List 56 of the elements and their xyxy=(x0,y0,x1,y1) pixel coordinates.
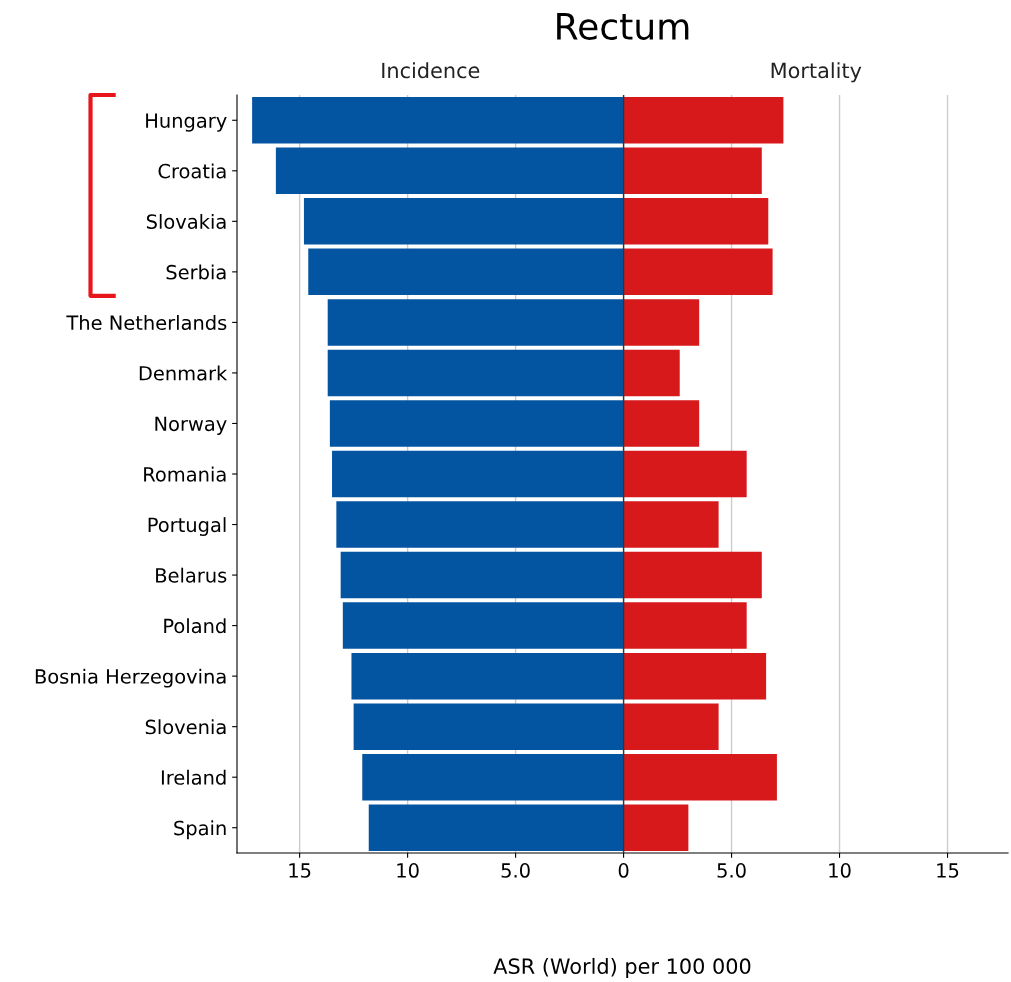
x-tick-label: 5.0 xyxy=(501,863,530,878)
y-tick-label: Belarus xyxy=(156,567,227,583)
y-tick-label: Slovakia xyxy=(146,213,226,229)
x-tick-label: 15 xyxy=(937,863,959,878)
bar xyxy=(342,602,624,649)
bar xyxy=(623,198,769,245)
bar xyxy=(623,450,747,498)
bar xyxy=(623,753,777,801)
y-tick-label: Norway xyxy=(155,416,227,435)
bar xyxy=(329,400,624,447)
bar xyxy=(332,450,624,498)
bar xyxy=(308,248,624,296)
y-tick-label: Slovenia xyxy=(145,719,226,735)
y-tick-label: Ireland xyxy=(161,769,226,785)
y-tick-label: Poland xyxy=(164,618,226,634)
bar xyxy=(623,400,700,447)
bar xyxy=(340,551,624,599)
bar xyxy=(623,147,762,195)
bar xyxy=(368,804,624,851)
y-tick-label: Hungary xyxy=(146,113,227,132)
bar xyxy=(351,652,624,700)
bar xyxy=(623,299,700,346)
bar xyxy=(623,97,784,144)
y-tick-label: Croatia xyxy=(158,163,226,179)
y-tick-label: Spain xyxy=(174,820,226,840)
x-axis-title: ASR (World) per 100 000 xyxy=(493,957,751,979)
bar xyxy=(327,299,624,346)
bar xyxy=(623,551,762,599)
y-tick-label: Romania xyxy=(144,466,226,482)
bar xyxy=(327,349,624,397)
bar xyxy=(623,602,747,649)
x-tick-label: 5.0 xyxy=(717,863,746,878)
series-label: Mortality xyxy=(771,62,862,83)
y-tick-label: Bosnia Herzegovina xyxy=(35,668,226,688)
bar xyxy=(336,501,624,548)
x-tick-label: 0 xyxy=(618,863,629,878)
bar xyxy=(623,652,767,700)
x-tick-label: 10 xyxy=(397,863,419,878)
bar xyxy=(623,349,680,397)
bar xyxy=(275,147,624,195)
bar xyxy=(353,703,624,750)
bar xyxy=(303,198,624,245)
chart-title: Rectum xyxy=(557,13,689,40)
y-tick-label: Denmark xyxy=(139,365,228,381)
bar xyxy=(623,501,719,548)
bar xyxy=(623,703,719,750)
bar xyxy=(252,97,624,144)
y-tick-label: Portugal xyxy=(148,517,226,536)
x-tick-label: 15 xyxy=(289,863,311,878)
bar xyxy=(623,248,773,296)
bar xyxy=(623,804,689,851)
y-tick-label: The Netherlands xyxy=(66,315,227,331)
y-tick-label: Serbia xyxy=(166,264,226,280)
series-label: Incidence xyxy=(382,62,480,79)
bar xyxy=(362,753,624,801)
x-tick-label: 10 xyxy=(829,863,851,878)
